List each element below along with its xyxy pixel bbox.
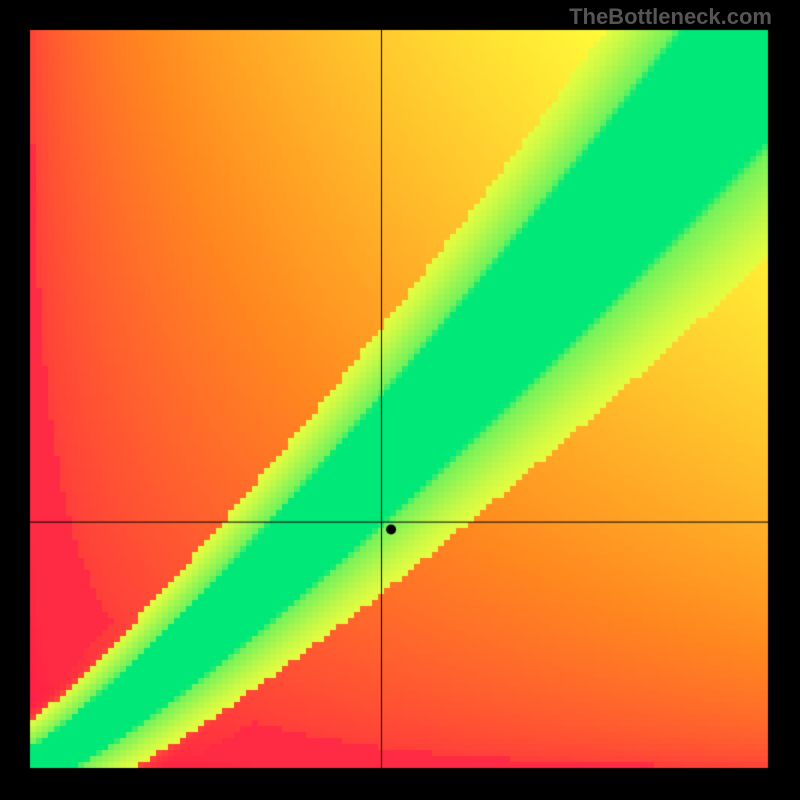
watermark-text: TheBottleneck.com: [569, 4, 772, 30]
chart-container: TheBottleneck.com: [0, 0, 800, 800]
bottleneck-heatmap: [0, 0, 800, 800]
